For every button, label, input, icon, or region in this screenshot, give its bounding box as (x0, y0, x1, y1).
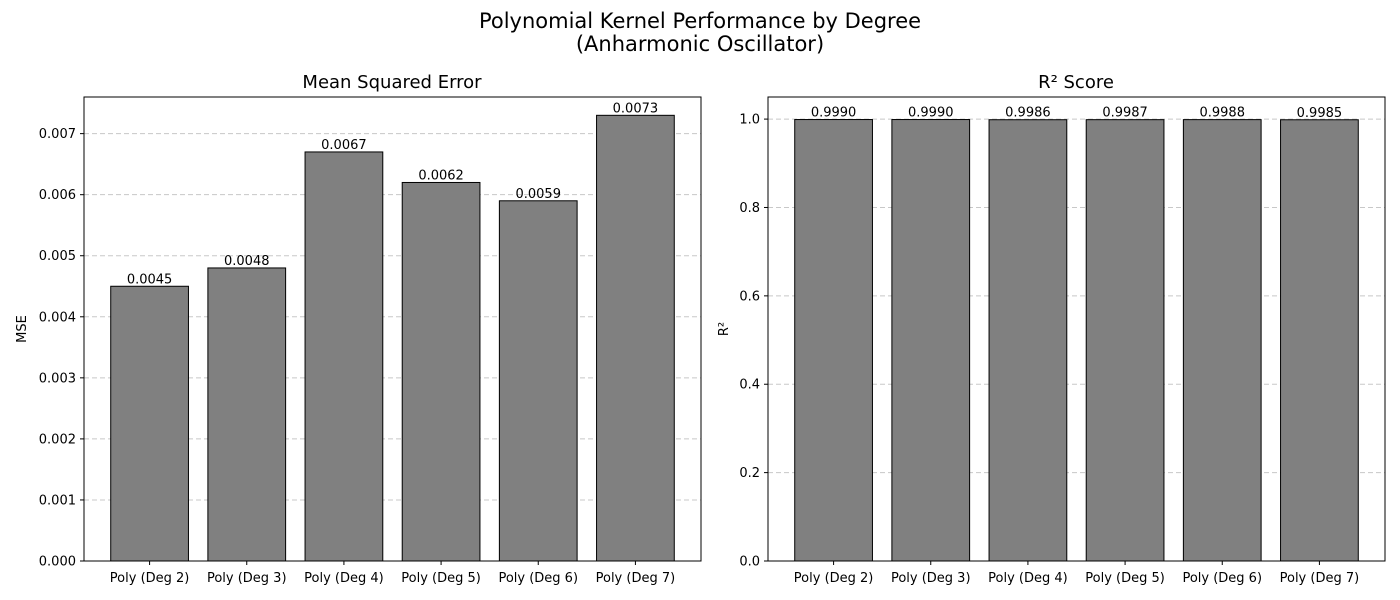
mse-xtick-label: Poly (Deg 2) (110, 571, 190, 586)
r2-chart: R² Score R² 0.0 0.2 0.4 0.6 0.8 1.0 0.9990 Poly… (717, 72, 1386, 586)
mse-ytick-label: 0.002 (39, 432, 76, 447)
mse-ytick-label: 0.005 (39, 249, 76, 264)
r2-xtick-label: Poly (Deg 4) (988, 571, 1068, 586)
mse-chart-title: Mean Squared Error (302, 72, 482, 93)
r2-xtick-label: Poly (Deg 5) (1085, 571, 1165, 586)
mse-bar (401, 181, 481, 562)
mse-xtick-label: Poly (Deg 6) (498, 571, 578, 586)
mse-axes-frame (83, 96, 702, 562)
r2-bar-value-label: 0.9988 (1199, 106, 1245, 121)
mse-bar (110, 285, 189, 562)
r2-bar-value-label: 0.9990 (811, 106, 857, 121)
r2-bar (988, 119, 1068, 562)
mse-bar (498, 200, 578, 562)
mse-xtick-label: Poly (Deg 4) (304, 571, 384, 586)
r2-xtick-label: Poly (Deg 3) (891, 571, 971, 586)
mse-bar-value-label: 0.0048 (224, 254, 270, 269)
r2-bar-value-label: 0.9986 (1005, 106, 1051, 121)
mse-ytick-label: 0.003 (39, 371, 76, 386)
mse-xtick-label: Poly (Deg 3) (207, 571, 287, 586)
r2-bar (1182, 119, 1262, 562)
r2-bar (1085, 119, 1165, 562)
r2-bar (891, 119, 971, 562)
r2-bar-value-label: 0.9985 (1297, 106, 1343, 121)
r2-xtick-label: Poly (Deg 2) (794, 571, 874, 586)
r2-axes-frame (767, 96, 1386, 562)
mse-ytick-label: 0.001 (39, 493, 76, 508)
figure-title-line1: Polynomial Kernel Performance by Degree (479, 9, 921, 33)
r2-ytick-label: 0.6 (739, 289, 760, 304)
r2-bar (1280, 119, 1359, 562)
mse-xtick-label: Poly (Deg 7) (596, 571, 676, 586)
r2-ytick-label: 0.8 (739, 201, 760, 216)
r2-bar (794, 119, 873, 562)
r2-ytick-label: 1.0 (739, 113, 760, 128)
r2-y-axis-label: R² (717, 322, 732, 336)
mse-bar-value-label: 0.0062 (418, 168, 464, 183)
mse-bar-value-label: 0.0073 (613, 101, 659, 116)
mse-ytick-label: 0.007 (39, 127, 76, 142)
r2-bar-value-label: 0.9987 (1102, 106, 1148, 121)
r2-xtick-label: Poly (Deg 6) (1182, 571, 1262, 586)
mse-bar (304, 151, 384, 562)
mse-bar (207, 267, 287, 562)
mse-ytick-label: 0.000 (39, 555, 76, 570)
r2-xtick-label: Poly (Deg 7) (1280, 571, 1360, 586)
mse-ytick-label: 0.006 (39, 188, 76, 203)
mse-bar-value-label: 0.0067 (321, 138, 367, 153)
mse-chart: Mean Squared Error MSE 0.000 0.001 0.002 0.… (15, 72, 702, 586)
r2-bar-value-label: 0.9990 (908, 106, 954, 121)
mse-bar (596, 114, 675, 562)
r2-ytick-label: 0.4 (739, 378, 760, 393)
r2-ytick-label: 0.0 (739, 555, 760, 570)
mse-ytick-label: 0.004 (39, 310, 76, 325)
mse-bar-value-label: 0.0059 (515, 187, 561, 202)
mse-bar-value-label: 0.0045 (127, 272, 173, 287)
mse-xtick-label: Poly (Deg 5) (401, 571, 481, 586)
r2-ytick-label: 0.2 (739, 466, 760, 481)
mse-y-axis-label: MSE (15, 315, 30, 343)
r2-chart-title: R² Score (1038, 72, 1114, 93)
figure-title-line2: (Anharmonic Oscillator) (576, 32, 824, 56)
